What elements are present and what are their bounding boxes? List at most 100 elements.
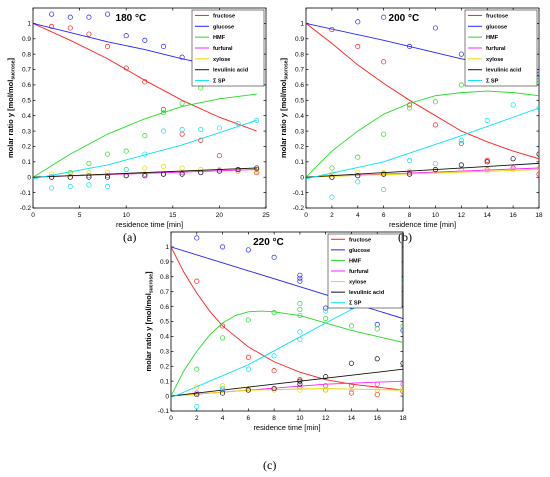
chart-panel-3: 0 2 4 6 8 10 12 14 16 18-0.100.10.20.30.40.50.60.… xyxy=(144,231,407,432)
data-point-sum-sp xyxy=(160,128,167,134)
data-point-levulinic-acid xyxy=(432,166,438,173)
chart-title: 180 °C xyxy=(116,13,147,24)
legend: fructose glucose HMF furfural xylose levulini… xyxy=(464,9,538,87)
data-point-xylose xyxy=(374,387,380,393)
data-point-sum-sp xyxy=(105,183,111,190)
data-point-furfural xyxy=(142,171,148,177)
data-point-xylose xyxy=(355,170,361,176)
legend-label-glucose: glucose xyxy=(213,24,234,30)
data-point-glucose xyxy=(179,54,185,60)
caption-a: (a) xyxy=(123,230,137,244)
data-point-fructose xyxy=(49,23,55,30)
x-tick-label: 4 xyxy=(221,415,225,422)
data-point-glucose xyxy=(194,235,200,241)
y-tick-label: 0.5 xyxy=(160,319,169,326)
data-point-sum-sp xyxy=(484,117,490,123)
data-point-sum-sp xyxy=(49,185,55,191)
data-point-levulinic-acid xyxy=(198,170,204,176)
data-point-levulinic-acid xyxy=(458,162,464,168)
y-tick-label: 0 xyxy=(165,393,169,400)
data-point-levulinic-acid xyxy=(407,171,413,177)
legend-label-xylose: xylose xyxy=(213,57,230,63)
data-point-levulinic-acid xyxy=(374,356,380,362)
data-point-hmf xyxy=(348,323,354,329)
data-point-furfural xyxy=(374,381,380,387)
series-hmf xyxy=(171,301,403,397)
data-point-hmf xyxy=(329,165,335,171)
x-tick-label: 2 xyxy=(195,415,199,422)
y-tick-label: 0 xyxy=(300,174,304,181)
data-point-sum-sp xyxy=(407,157,413,163)
data-point-fructose xyxy=(245,354,251,360)
y-tick-label: 1 xyxy=(300,21,304,28)
fit-line-fructose xyxy=(171,246,403,391)
x-tick-label: 2 xyxy=(330,212,334,219)
legend-label-fructose: fructose xyxy=(349,237,371,243)
data-point-furfural xyxy=(484,166,490,173)
data-point-glucose xyxy=(381,14,387,20)
data-point-glucose xyxy=(67,14,73,20)
y-tick-label: 0.8 xyxy=(160,274,169,281)
data-point-sum-sp xyxy=(381,186,387,193)
data-point-furfural xyxy=(254,166,260,173)
series-levulinic-acid xyxy=(306,151,539,180)
y-tick-label: 0.8 xyxy=(22,51,31,58)
data-point-levulinic-acid xyxy=(142,173,148,179)
data-point-hmf xyxy=(105,151,111,157)
data-point-xylose xyxy=(297,387,303,393)
data-point-hmf xyxy=(86,160,92,166)
y-axis-label: molar ratio y [mol/molsucrose] xyxy=(144,271,155,372)
data-point-hmf xyxy=(297,307,303,313)
y-tick-label: 0.7 xyxy=(160,289,169,296)
x-tick-label: 14 xyxy=(484,212,492,219)
data-point-hmf xyxy=(245,317,251,323)
data-point-xylose xyxy=(160,163,167,170)
data-point-levulinic-acid xyxy=(484,159,490,165)
data-point-furfural xyxy=(348,383,354,389)
data-point-xylose xyxy=(323,387,329,393)
x-tick-label: 12 xyxy=(322,415,330,422)
data-point-glucose xyxy=(355,19,361,25)
legend-label-sum-sp: Σ SP xyxy=(349,301,362,307)
data-point-levulinic-acid xyxy=(297,381,303,387)
fit-line-xylose xyxy=(171,388,403,397)
data-point-fructose xyxy=(271,368,277,374)
data-point-sum-sp xyxy=(245,366,251,372)
data-point-sum-sp xyxy=(198,126,204,133)
data-point-fructose xyxy=(400,389,403,395)
x-tick-label: 18 xyxy=(535,212,543,219)
data-point-sum-sp xyxy=(123,166,129,173)
data-point-hmf xyxy=(407,105,413,111)
series-fructose xyxy=(33,22,260,176)
legend-label-glucose: glucose xyxy=(486,24,507,30)
x-tick-label: 6 xyxy=(247,415,251,422)
data-point-fructose xyxy=(355,43,361,50)
data-point-sum-sp xyxy=(86,182,92,188)
legend-label-fructose: fructose xyxy=(486,13,508,19)
x-tick-label: 10 xyxy=(123,212,131,219)
data-point-sum-sp xyxy=(432,160,438,166)
data-point-furfural xyxy=(407,170,413,176)
y-tick-label: 0.2 xyxy=(160,363,169,370)
data-point-levulinic-acid xyxy=(105,174,111,180)
fit-line-sum-sp xyxy=(33,119,257,180)
data-point-hmf xyxy=(458,82,464,88)
data-point-fructose xyxy=(220,323,226,329)
data-point-xylose xyxy=(484,168,490,174)
data-point-levulinic-acid xyxy=(355,173,361,179)
data-point-glucose xyxy=(123,33,129,39)
fit-line-fructose xyxy=(33,22,257,132)
legend-label-sum-sp: Σ SP xyxy=(486,79,499,85)
legend-label-furfural: furfural xyxy=(486,46,506,52)
y-tick-label: -0.2 xyxy=(293,205,305,212)
x-tick-label: 0 xyxy=(31,212,35,219)
y-tick-label: 0.1 xyxy=(160,378,169,385)
y-tick-label: 0.4 xyxy=(295,113,304,120)
y-tick-label: 0.1 xyxy=(22,159,31,166)
legend: fructose glucose HMF furfural xylose levulini… xyxy=(191,9,265,87)
data-point-sum-sp xyxy=(536,105,539,111)
chart-title: 200 °C xyxy=(389,13,420,24)
data-point-xylose xyxy=(329,171,335,177)
legend-label-hmf: HMF xyxy=(213,35,226,41)
data-point-fructose xyxy=(432,122,438,128)
